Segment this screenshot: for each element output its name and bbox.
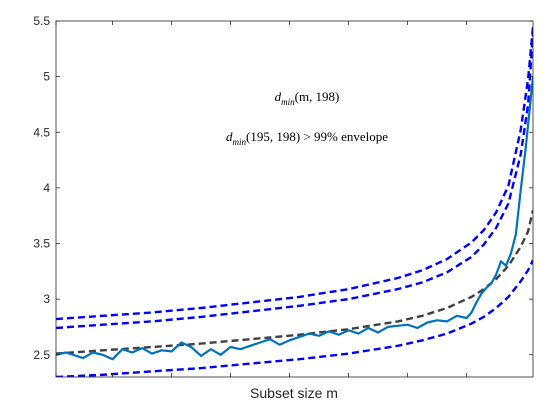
series-line-median-50pct bbox=[56, 209, 533, 355]
series-line-lower-1pct bbox=[56, 259, 533, 377]
annotations: dmin(m, 198) dmin(195, 198) > 99% envelop… bbox=[226, 89, 388, 147]
y-tick-label: 3 bbox=[43, 292, 50, 306]
x-axis-label: Subset size m bbox=[250, 385, 338, 401]
y-tick-labels: 2.5 3 3.5 4 4.5 5 5.5 bbox=[33, 14, 50, 362]
annotation-series-label: dmin(m, 198) bbox=[275, 89, 340, 107]
annotation-envelope-note: dmin(195, 198) > 99% envelope bbox=[226, 129, 388, 147]
y-tick-label: 4 bbox=[43, 181, 50, 195]
axes-box bbox=[55, 20, 534, 378]
y-tick-label: 5 bbox=[43, 70, 50, 84]
y-tick-label: 3.5 bbox=[33, 237, 50, 251]
y-tick-label: 5.5 bbox=[33, 14, 50, 28]
series-layer bbox=[56, 26, 533, 377]
y-tick-label: 2.5 bbox=[33, 348, 50, 362]
series-line-observed bbox=[56, 76, 533, 361]
axes-layer bbox=[55, 20, 534, 378]
y-tick-label: 4.5 bbox=[33, 125, 50, 139]
series-line-upper-99pct bbox=[56, 32, 533, 330]
